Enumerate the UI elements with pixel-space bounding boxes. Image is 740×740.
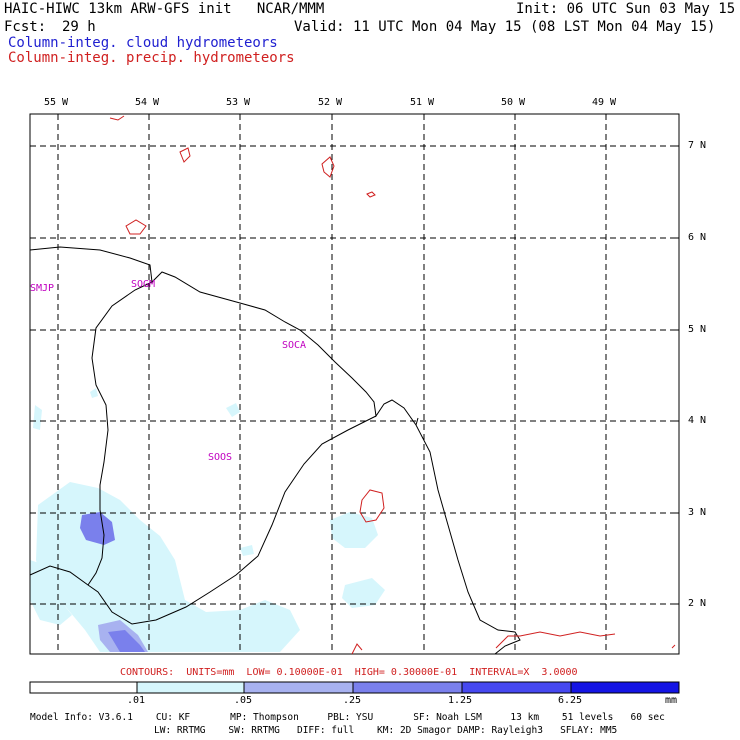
colorbar-tick: .05 — [234, 695, 253, 706]
lat-label: 3 N — [688, 507, 707, 518]
lon-label: 49 W — [592, 97, 617, 108]
cloud-shade-area — [240, 545, 254, 556]
lat-label: 5 N — [688, 324, 707, 335]
colorbar-tick: 1.25 — [448, 695, 473, 706]
cloud-shade-area — [90, 388, 98, 398]
lon-label: 50 W — [501, 97, 526, 108]
cloud-shade-area — [33, 405, 42, 430]
cloud-shade-area — [226, 403, 240, 417]
station-label: SMJP — [30, 283, 55, 294]
border — [87, 281, 153, 586]
plot-title: HAIC-HIWC 13km ARW-GFS init NCAR/MMM — [4, 1, 325, 17]
colorbar-tick: .01 — [127, 695, 146, 706]
valid-time: Valid: 11 UTC Mon 04 May 15 (08 LST Mon … — [294, 19, 716, 35]
station-label: SOCA — [282, 340, 307, 351]
cloud-shade-area — [330, 512, 378, 548]
colorbar — [29, 681, 680, 694]
init-time: Init: 06 UTC Sun 03 May 15 — [516, 1, 736, 17]
cloud-shade-area — [30, 560, 72, 625]
border — [29, 415, 377, 625]
lat-label: 7 N — [688, 140, 707, 151]
lat-label: 4 N — [688, 415, 707, 426]
cloud-shade-core — [108, 630, 145, 652]
cloud-shade-area — [150, 510, 164, 524]
colorbar-box — [29, 681, 138, 694]
map-frame — [29, 113, 680, 655]
station-label: SOGM — [131, 279, 156, 290]
lon-label: 54 W — [135, 97, 160, 108]
colorbar-units: mm — [665, 695, 678, 706]
border — [415, 417, 419, 426]
precip-contours — [109, 115, 676, 655]
colorbar-box — [570, 681, 680, 694]
model-info-line1: Model Info: V3.6.1 CU: KF MP: Thompson P… — [30, 712, 665, 723]
cloud-shade-core — [80, 512, 115, 545]
lon-label: 55 W — [44, 97, 69, 108]
frame-ticks — [57, 114, 679, 605]
cloud-shade-area — [36, 482, 300, 652]
coastlines — [29, 246, 521, 655]
cloud-shade-area — [342, 578, 385, 608]
field-precip-label: Column-integ. precip. hydrometeors — [8, 50, 295, 66]
colorbar-box — [243, 681, 354, 694]
forecast-hour: 29 h — [62, 19, 96, 35]
colorbar-box — [136, 681, 245, 694]
station-label: SOOS — [208, 452, 233, 463]
forecast-label: Fcst: — [4, 19, 47, 35]
lat-label: 6 N — [688, 232, 707, 243]
model-info-line2: LW: RRTMG SW: RRTMG DIFF: full KM: 2D Sm… — [154, 725, 618, 736]
lon-label: 53 W — [226, 97, 251, 108]
coastline — [29, 246, 521, 655]
colorbar-tick: 6.25 — [558, 695, 583, 706]
field-cloud-label: Column-integ. cloud hydrometeors — [8, 35, 278, 51]
lon-label: 51 W — [410, 97, 435, 108]
lat-label: 2 N — [688, 598, 707, 609]
graticule — [30, 114, 679, 654]
lon-label: 52 W — [318, 97, 343, 108]
colorbar-box — [352, 681, 463, 694]
colorbar-box — [461, 681, 572, 694]
contours-info: CONTOURS: UNITS=mm LOW= 0.10000E-01 HIGH… — [120, 667, 578, 678]
colorbar-tick: .25 — [343, 695, 362, 706]
